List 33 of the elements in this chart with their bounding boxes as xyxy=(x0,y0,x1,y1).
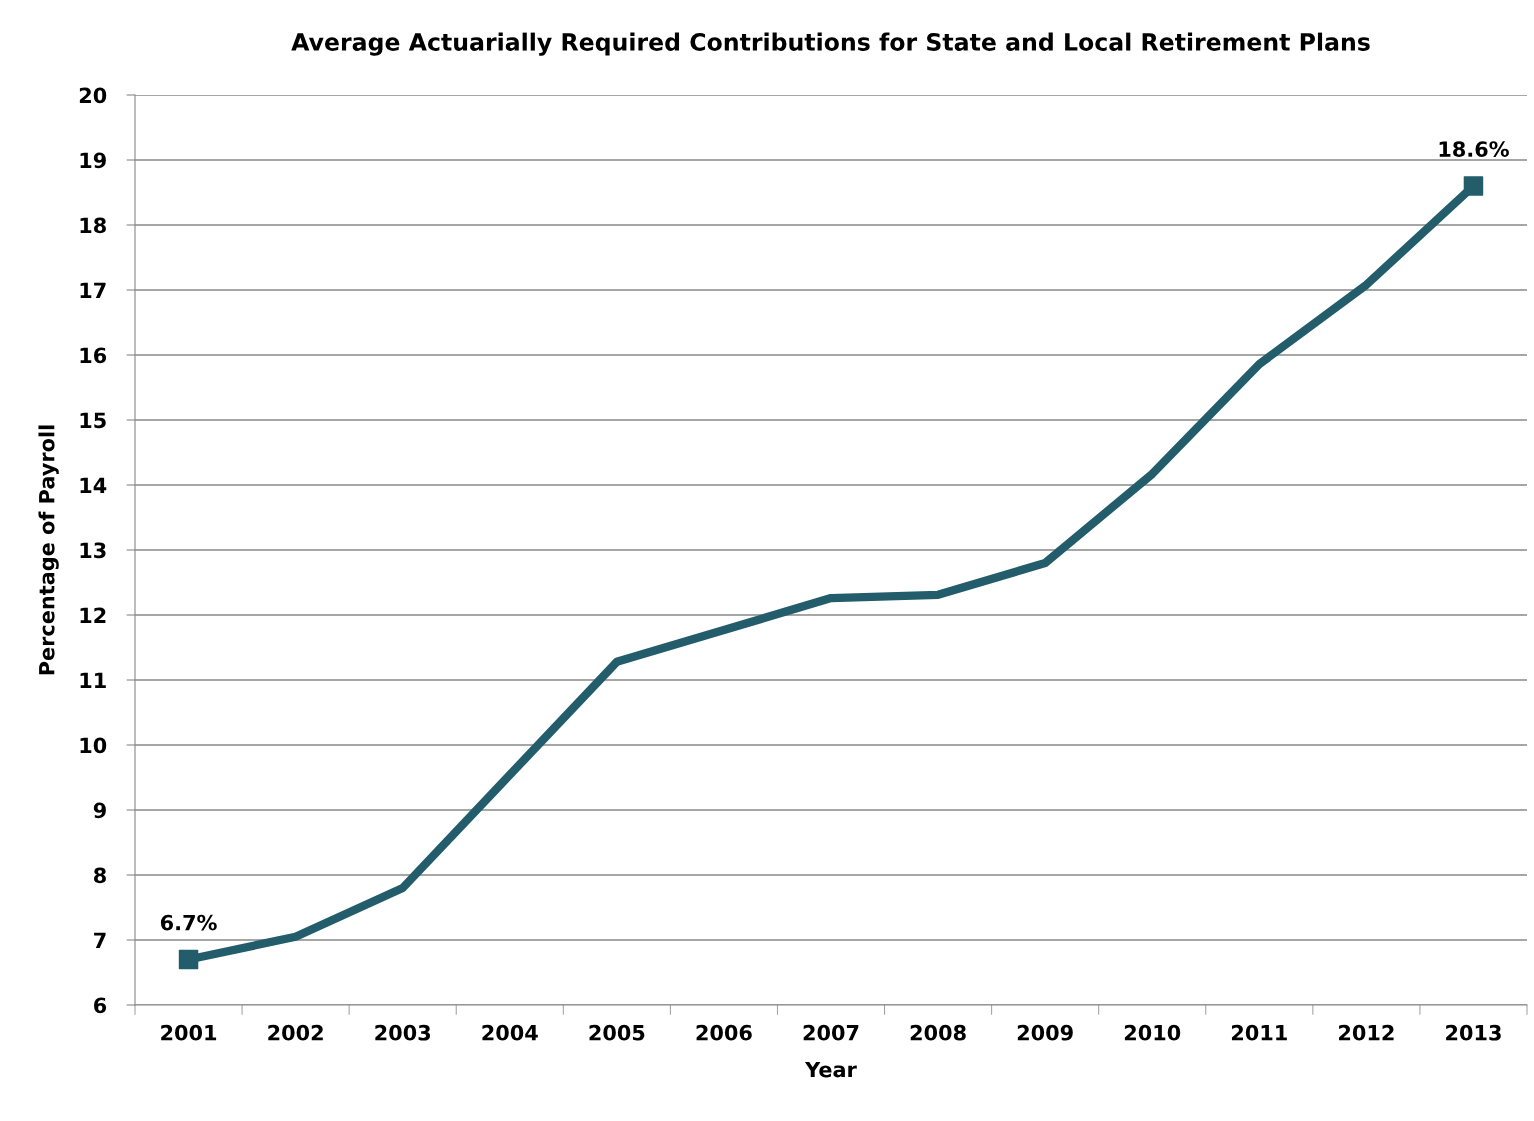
x-tick-label: 2004 xyxy=(482,1024,538,1041)
x-tick-label: 2005 xyxy=(589,1024,645,1041)
y-tick-label: 11 xyxy=(80,672,106,688)
x-tick-label: 2009 xyxy=(1017,1024,1073,1041)
x-tick-label: 2010 xyxy=(1124,1024,1181,1041)
x-tick-label: 2006 xyxy=(696,1024,752,1041)
x-tick-label: 2008 xyxy=(910,1024,966,1041)
y-tick-label: 6 xyxy=(94,997,107,1014)
chart-title: Average Actuarially Required Contributions for State and Local Retirement Plans xyxy=(291,32,1370,56)
y-tick-label: 15 xyxy=(80,412,106,429)
y-tick-label: 19 xyxy=(80,152,106,169)
y-tick-label: 9 xyxy=(93,802,106,819)
x-tick-label: 2002 xyxy=(268,1024,323,1041)
x-tick-label: 2012 xyxy=(1339,1024,1394,1041)
y-tick-label: 16 xyxy=(80,347,107,364)
y-tick-label: 20 xyxy=(79,87,107,104)
y-tick-label: 12 xyxy=(80,607,106,623)
y-tick-label: 8 xyxy=(94,867,106,884)
x-tick-label: 2007 xyxy=(803,1024,859,1041)
y-tick-label: 17 xyxy=(80,282,106,298)
x-tick-label: 2001 xyxy=(161,1024,217,1041)
y-tick-label: 10 xyxy=(80,737,107,754)
y-axis-title: Percentage of Payroll xyxy=(38,425,59,675)
y-tick-label: 14 xyxy=(80,477,107,493)
y-tick-label: 18 xyxy=(80,217,106,234)
data-label: 6.7% xyxy=(160,914,217,931)
x-tick-label: 2011 xyxy=(1231,1024,1287,1041)
x-axis-title: Year xyxy=(804,1061,857,1078)
y-tick-label: 7 xyxy=(94,932,106,948)
x-tick-label: 2013 xyxy=(1446,1024,1501,1041)
y-tick-label: 13 xyxy=(80,542,106,559)
data-label: 18.6% xyxy=(1439,141,1509,157)
x-tick-label: 2003 xyxy=(375,1024,431,1041)
